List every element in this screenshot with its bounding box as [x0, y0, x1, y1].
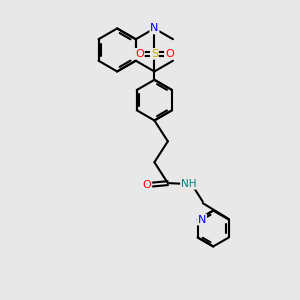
Text: N: N [150, 23, 159, 34]
Text: O: O [135, 49, 144, 59]
Text: O: O [142, 180, 151, 190]
Text: S: S [151, 49, 158, 59]
Text: N: N [198, 214, 206, 225]
Text: O: O [165, 49, 174, 59]
Text: NH: NH [181, 179, 197, 189]
